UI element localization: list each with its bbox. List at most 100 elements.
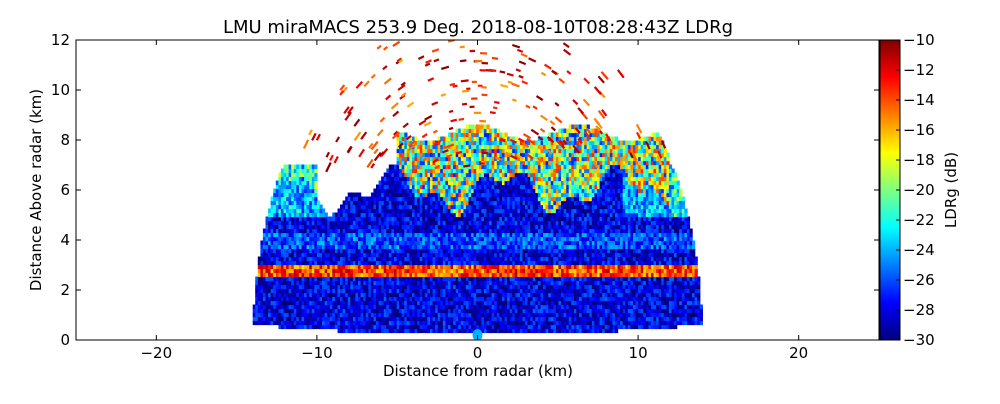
ldr-cell <box>260 272 264 278</box>
ldr-cell <box>527 212 531 218</box>
ldr-cell <box>630 260 634 266</box>
ldr-cell <box>424 216 428 222</box>
ldr-cell <box>450 324 454 330</box>
ldr-cell <box>645 224 649 230</box>
ldr-cell <box>622 244 626 250</box>
ldr-cell <box>409 240 413 246</box>
ldr-cell <box>638 268 642 274</box>
ldr-cell <box>427 280 431 286</box>
ldr-cell <box>370 328 375 334</box>
ldr-cell <box>666 316 670 322</box>
ldr-cell <box>370 312 375 318</box>
ldr-cell <box>522 248 526 254</box>
ldr-cell <box>265 316 269 322</box>
ldr-cell <box>337 328 341 334</box>
ldr-cell <box>627 244 631 250</box>
ldr-cell <box>460 288 464 294</box>
ldr-cell <box>363 280 367 286</box>
ldr-cell <box>561 212 565 218</box>
ldr-cell <box>630 236 634 242</box>
ldr-cell <box>386 240 390 246</box>
ldr-cell <box>548 292 552 298</box>
ldr-cell <box>445 296 449 302</box>
ldr-cell <box>491 248 495 254</box>
ldr-cell <box>558 228 562 234</box>
ldr-cell <box>525 296 529 302</box>
ldr-cell <box>571 328 575 334</box>
ldr-cell <box>358 224 362 230</box>
ldr-cell <box>537 216 542 222</box>
ldr-cell <box>296 264 300 270</box>
ldr-cell <box>568 252 572 258</box>
ldr-cell <box>501 284 506 290</box>
ldr-cell <box>427 304 431 310</box>
ldr-cell <box>548 224 552 230</box>
ldr-cell <box>386 224 390 230</box>
ldr-cell <box>447 224 452 230</box>
ldr-cell <box>455 284 459 290</box>
ldr-cell <box>406 276 410 282</box>
ldr-cell <box>406 220 410 226</box>
ldr-cell <box>507 252 511 258</box>
ldr-cell <box>358 304 362 310</box>
ldr-cell <box>414 300 418 306</box>
ldr-cell <box>684 232 688 238</box>
ldr-cell <box>483 216 488 222</box>
ldr-cell <box>489 244 493 250</box>
ldr-cell <box>309 320 313 326</box>
ldr-cell <box>658 256 662 262</box>
ldr-cell <box>522 224 526 230</box>
ldr-cell <box>594 220 598 226</box>
ldr-cell <box>329 300 333 306</box>
ldr-cell <box>401 272 405 278</box>
ldr-cell <box>388 284 392 290</box>
ldr-cell <box>676 264 680 270</box>
ldr-cell <box>579 228 583 234</box>
ldr-cell <box>537 284 542 290</box>
ldr-cell <box>327 276 331 282</box>
ldr-cell <box>635 228 639 234</box>
ldr-cell <box>558 216 562 222</box>
ldr-cell <box>358 284 362 290</box>
ldr-cell <box>381 276 385 282</box>
ldr-cell <box>322 224 326 230</box>
ldr-cell <box>676 240 680 246</box>
ldr-cell <box>522 212 526 218</box>
ldr-cell <box>435 216 439 222</box>
ldr-cell <box>612 216 616 222</box>
ldr-cell <box>689 244 693 250</box>
ldr-cell <box>568 240 572 246</box>
ldr-cell <box>442 316 446 322</box>
ldr-cell <box>324 232 328 238</box>
ldr-cell <box>692 252 696 258</box>
ldr-cell <box>686 248 691 254</box>
ldr-cell <box>579 268 583 274</box>
ldr-cell <box>663 288 667 294</box>
ldr-cell <box>304 300 308 306</box>
ldr-cell <box>558 280 562 286</box>
ldr-cell <box>337 324 341 330</box>
ldr-cell <box>543 260 547 266</box>
ldr-cell <box>350 216 354 222</box>
ldr-cell <box>386 236 390 242</box>
ldr-cell <box>471 216 475 222</box>
ldr-cell <box>358 228 362 234</box>
ldr-cell <box>563 324 567 330</box>
ldr-cell <box>566 288 570 294</box>
ldr-cell <box>643 324 647 330</box>
ldr-cell <box>334 252 339 258</box>
ldr-cell <box>653 224 657 230</box>
ldr-cell <box>602 328 606 334</box>
ldr-cell <box>661 240 665 246</box>
ldr-cell <box>638 224 642 230</box>
ldr-cell <box>571 320 575 326</box>
ldr-cell <box>692 308 696 314</box>
ldr-cell <box>633 220 637 226</box>
ldr-cell <box>332 228 336 234</box>
ldr-cell <box>306 268 310 274</box>
ldr-cell <box>365 244 369 250</box>
ldr-cell <box>571 324 575 330</box>
ldr-cell <box>260 308 264 314</box>
ldr-cell <box>668 276 673 282</box>
ldr-cell <box>391 236 395 242</box>
